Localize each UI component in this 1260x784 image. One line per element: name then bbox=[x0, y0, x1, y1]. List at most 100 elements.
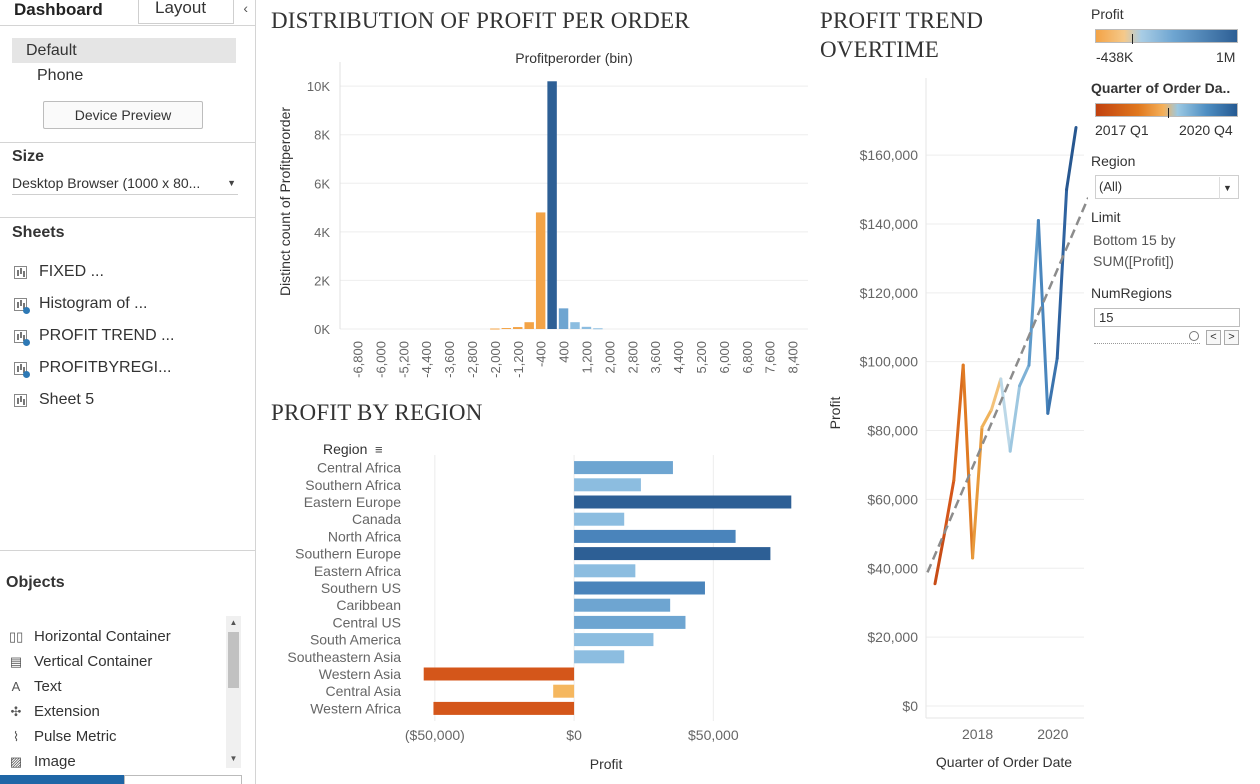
object-item[interactable]: ▨ Image bbox=[9, 749, 229, 774]
sheet-item[interactable]: PROFITBYREGI... bbox=[14, 352, 244, 384]
objects-scrollbar[interactable]: ▲ ▼ bbox=[226, 616, 241, 768]
chevron-left-icon[interactable]: ‹ bbox=[243, 0, 248, 16]
sheet-item[interactable]: PROFIT TREND ... bbox=[14, 320, 244, 352]
histogram-bar bbox=[593, 328, 603, 330]
x-tick-label: 400 bbox=[557, 341, 572, 363]
sheet-item[interactable]: Sheet 5 bbox=[14, 384, 244, 416]
y-tick-label: $0 bbox=[902, 698, 918, 714]
y-tick-label: 0K bbox=[314, 322, 330, 337]
region-bar bbox=[423, 667, 575, 681]
scroll-up-icon[interactable]: ▲ bbox=[229, 618, 238, 627]
region-filter-dropdown[interactable]: (All) ▼ bbox=[1095, 175, 1239, 199]
floating-tab[interactable] bbox=[124, 775, 242, 784]
object-mode-tabs bbox=[0, 775, 242, 784]
device-list: Default Phone bbox=[12, 38, 236, 88]
slider-handle[interactable] bbox=[1189, 331, 1199, 341]
histogram-bar bbox=[581, 326, 592, 329]
worksheet-icon bbox=[14, 393, 27, 407]
caret-down-icon: ▼ bbox=[227, 178, 236, 188]
x-tick-label: $50,000 bbox=[688, 727, 739, 743]
numregions-input[interactable] bbox=[1094, 308, 1240, 327]
limit-line1: Bottom 15 by bbox=[1093, 232, 1176, 248]
device-preview-button[interactable]: Device Preview bbox=[43, 101, 203, 129]
object-item[interactable]: A Text bbox=[9, 674, 229, 699]
region-bar bbox=[574, 495, 792, 509]
region-label: Southern Africa bbox=[305, 477, 401, 493]
limit-title: Limit bbox=[1091, 209, 1121, 225]
device-item-default[interactable]: Default bbox=[12, 38, 236, 63]
x-axis-title: Profitperorder (bin) bbox=[515, 50, 633, 66]
object-item[interactable]: ✣ Extension bbox=[9, 699, 229, 724]
x-tick-label: 8,400 bbox=[786, 341, 801, 374]
region-bar bbox=[553, 684, 575, 698]
x-tick-label: 3,600 bbox=[648, 341, 663, 374]
trend-segment bbox=[971, 425, 984, 560]
object-item-label: Pulse Metric bbox=[34, 728, 117, 745]
x-tick-label: 1,200 bbox=[579, 341, 594, 374]
object-item[interactable]: ⌇ Pulse Metric bbox=[9, 724, 229, 749]
histogram-bar bbox=[501, 328, 512, 330]
y-axis-title: Profit bbox=[827, 397, 843, 430]
trend-title-line2: OVERTIME bbox=[820, 37, 940, 62]
object-item-label: Vertical Container bbox=[34, 653, 153, 670]
trend-line-chart: $0 $20,000 $40,000 $60,000 $80,000 $100,000 $1… bbox=[827, 78, 1088, 770]
sheet-item-label: PROFIT TREND ... bbox=[39, 327, 175, 344]
y-tick-label: $160,000 bbox=[860, 147, 919, 163]
numregions-slider[interactable] bbox=[1094, 336, 1200, 344]
x-tick-label: 2018 bbox=[962, 726, 993, 742]
trend-segment bbox=[942, 478, 956, 536]
object-item-label: Text bbox=[34, 678, 62, 695]
dashboard-side-panel: Dashboard Layout ‹ Default Phone Device … bbox=[0, 0, 256, 784]
device-item-phone[interactable]: Phone bbox=[37, 67, 84, 84]
quarter-legend-max: 2020 Q4 bbox=[1179, 122, 1233, 138]
trend-segment bbox=[1055, 188, 1069, 360]
y-tick-label: $60,000 bbox=[867, 491, 918, 507]
objects-section-title: Objects bbox=[6, 574, 65, 591]
trend-segment bbox=[1018, 363, 1031, 388]
horizontal-container-icon: ▯▯ bbox=[9, 628, 24, 644]
tiled-tab[interactable] bbox=[0, 775, 124, 784]
object-item[interactable]: ▤ Vertical Container bbox=[9, 649, 229, 674]
tab-layout[interactable]: Layout bbox=[138, 0, 234, 24]
worksheet-icon bbox=[14, 361, 30, 378]
profit-legend-max: 1M bbox=[1216, 49, 1236, 65]
scrollbar-thumb[interactable] bbox=[228, 632, 239, 688]
trend-title-line1: PROFIT TREND bbox=[820, 8, 984, 33]
chevron-right-icon[interactable]: > bbox=[1224, 330, 1239, 345]
region-bar bbox=[574, 633, 654, 647]
quarter-color-legend[interactable] bbox=[1095, 103, 1238, 118]
y-tick-label: 6K bbox=[314, 176, 330, 191]
chevron-left-icon[interactable]: < bbox=[1206, 330, 1221, 345]
region-bar-chart: ($50,000) $0 $50,000 Profit Region ≡ Central A… bbox=[287, 441, 792, 772]
worksheet-icon bbox=[14, 329, 30, 346]
profit-legend-min: -438K bbox=[1096, 49, 1134, 65]
size-dropdown[interactable]: Desktop Browser (1000 x 80... ▼ bbox=[12, 173, 238, 195]
scroll-down-icon[interactable]: ▼ bbox=[229, 754, 238, 763]
y-tick-label: 10K bbox=[307, 79, 330, 94]
y-tick-label: $140,000 bbox=[860, 216, 919, 232]
tab-dashboard[interactable]: Dashboard bbox=[14, 0, 103, 19]
worksheet-icon bbox=[14, 297, 30, 314]
profit-color-legend[interactable] bbox=[1095, 29, 1238, 44]
y-tick-label: $120,000 bbox=[860, 285, 919, 301]
object-item-label: Extension bbox=[34, 703, 100, 720]
region-bar bbox=[574, 650, 625, 664]
object-item-label: Image bbox=[34, 753, 76, 770]
object-item[interactable]: ▯▯ Horizontal Container bbox=[9, 624, 229, 649]
y-tick-label: 2K bbox=[314, 273, 330, 288]
trend-segment bbox=[952, 363, 965, 482]
x-tick-label: -6,800 bbox=[350, 341, 365, 378]
trend-segment bbox=[1008, 384, 1022, 453]
region-label: Canada bbox=[352, 511, 401, 527]
sheet-item[interactable]: Histogram of ... bbox=[14, 288, 244, 320]
trend-segment bbox=[1046, 356, 1059, 415]
y-tick-label: 4K bbox=[314, 225, 330, 240]
size-section-title: Size bbox=[12, 148, 45, 165]
x-axis-title: Quarter of Order Date bbox=[936, 754, 1072, 770]
region-label: Southern US bbox=[321, 580, 401, 596]
region-filter-title: Region bbox=[1091, 153, 1136, 169]
sheet-item[interactable]: FIXED ... bbox=[14, 256, 244, 288]
divider bbox=[0, 217, 255, 218]
x-tick-label: 2,000 bbox=[602, 341, 617, 374]
vertical-container-icon: ▤ bbox=[9, 653, 23, 669]
